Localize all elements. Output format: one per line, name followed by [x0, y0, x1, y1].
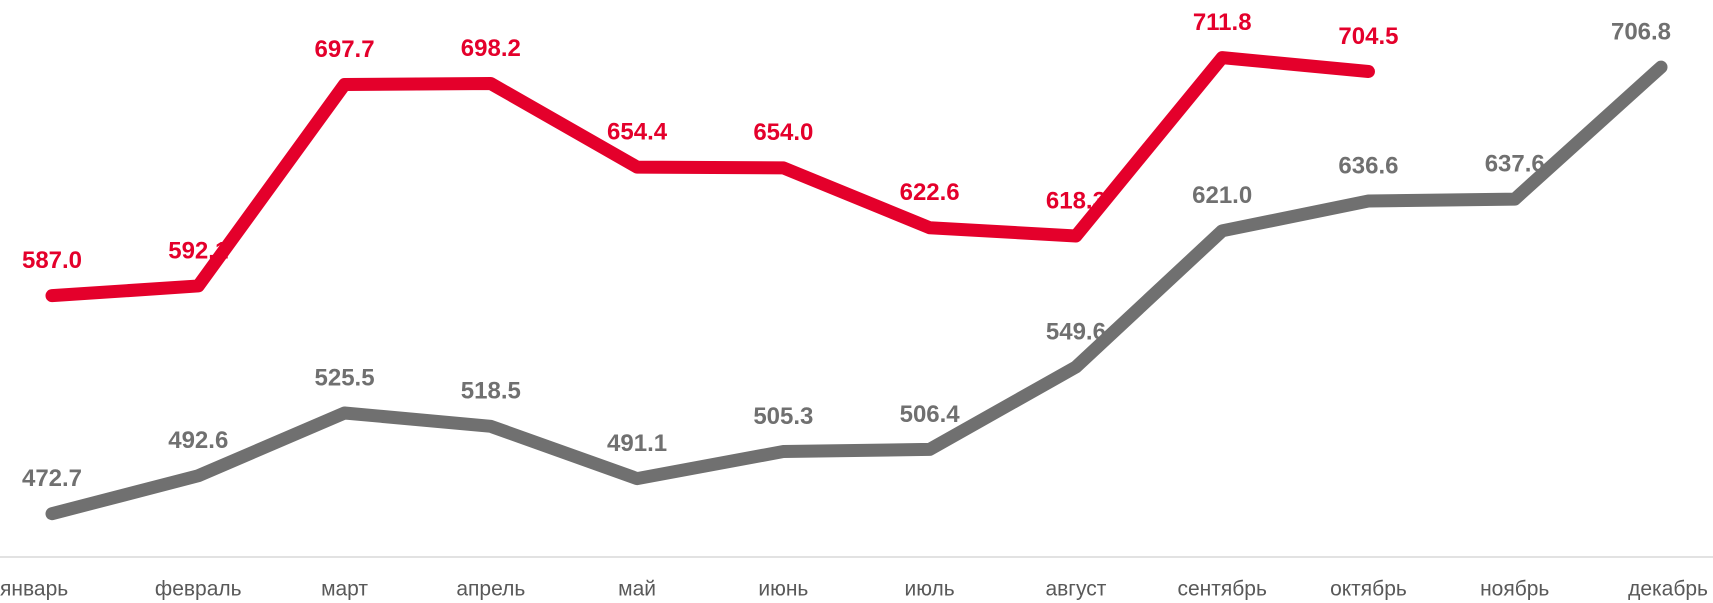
- x-tick-label: апрель: [456, 578, 525, 601]
- x-tick-label: март: [321, 578, 368, 601]
- data-label: 618.3: [1046, 187, 1106, 214]
- data-label: 654.0: [753, 119, 813, 146]
- line: [45, 51, 1375, 303]
- data-label: 472.7: [22, 465, 82, 492]
- data-label: 654.4: [607, 118, 668, 145]
- data-label: 505.3: [753, 403, 813, 430]
- x-tick-label: сентябрь: [1177, 578, 1266, 601]
- data-label: 704.5: [1338, 23, 1398, 50]
- x-tick-label: июль: [905, 578, 955, 601]
- x-tick-label: февраль: [155, 578, 242, 601]
- data-label: 492.6: [168, 427, 228, 454]
- data-label: 549.6: [1046, 318, 1106, 345]
- x-tick-label: октябрь: [1330, 578, 1407, 601]
- x-tick-label: декабрь: [1628, 578, 1708, 601]
- x-tick-label: июнь: [758, 578, 808, 601]
- data-label: 518.5: [461, 378, 521, 405]
- x-tick-label: январь: [0, 578, 68, 601]
- data-label: 506.4: [900, 401, 961, 428]
- line: [45, 60, 1668, 521]
- data-label: 706.8: [1611, 18, 1671, 45]
- data-label: 592.1: [168, 237, 228, 264]
- data-label: 697.7: [315, 36, 375, 63]
- data-label: 637.6: [1485, 150, 1545, 177]
- data-label: 711.8: [1193, 9, 1252, 36]
- data-label: 491.1: [607, 430, 667, 457]
- x-tick-label: май: [618, 578, 656, 601]
- data-label: 587.0: [22, 247, 82, 274]
- data-label: 622.6: [900, 179, 960, 206]
- x-tick-label: ноябрь: [1480, 578, 1549, 601]
- data-label: 525.5: [315, 364, 375, 391]
- x-tick-label: август: [1045, 578, 1106, 601]
- data-label: 621.0: [1192, 182, 1252, 209]
- data-label: 698.2: [461, 35, 521, 62]
- data-label: 636.6: [1338, 152, 1398, 179]
